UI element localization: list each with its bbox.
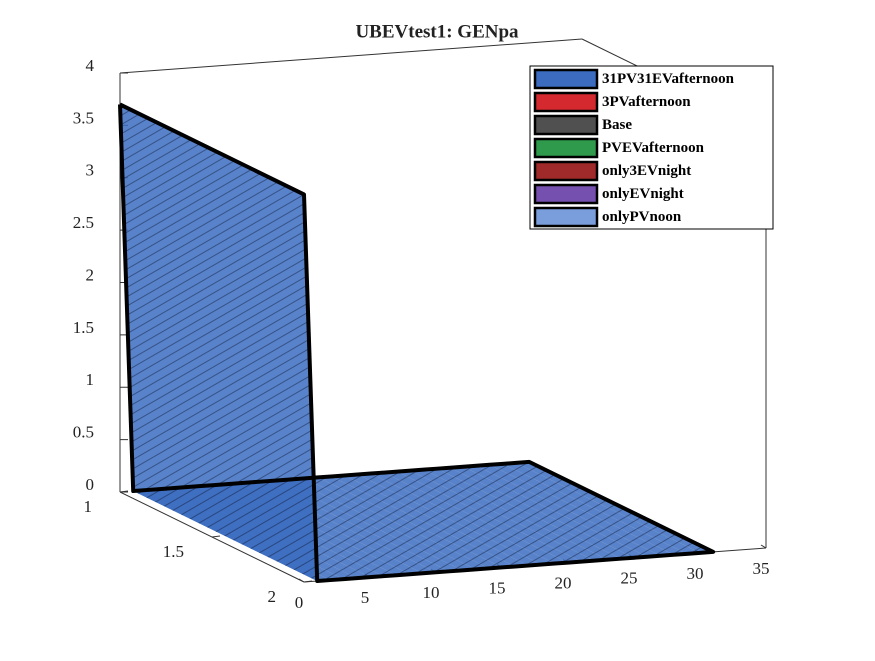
legend-label: only3EVnight xyxy=(602,163,691,179)
ribbon-hatch xyxy=(278,479,476,571)
ribbon-hatch xyxy=(225,483,423,575)
z-tick-label: 2 xyxy=(86,265,95,284)
legend-swatch xyxy=(533,114,599,136)
legend-swatch xyxy=(533,183,599,205)
z-tick-label: 1.5 xyxy=(73,318,94,337)
x-tick-label: 0 xyxy=(295,593,304,612)
ribbon-hatch xyxy=(344,474,542,566)
ribbon-hatch xyxy=(489,463,687,555)
ribbon-hatch xyxy=(159,488,357,580)
ribbon-hatch xyxy=(436,467,634,559)
legend-label: 3PVafternoon xyxy=(602,94,691,110)
depth-tick-label: 1 xyxy=(84,497,93,516)
z-tick-label: 2.5 xyxy=(73,213,94,232)
z-tick-label: 0.5 xyxy=(73,423,94,442)
legend-label: onlyEVnight xyxy=(602,186,684,202)
x-tick-label: 35 xyxy=(753,559,770,578)
chart-title: UBEVtest1: GENpa xyxy=(355,21,519,42)
ribbon-hatch xyxy=(291,478,489,570)
legend-swatch xyxy=(533,68,599,90)
ribbon-hatch xyxy=(238,482,436,574)
ribbon-hatch xyxy=(318,476,516,568)
legend-swatch xyxy=(533,91,599,113)
ribbon-hatch xyxy=(252,481,450,573)
depth-tick-label: 1.5 xyxy=(163,542,184,561)
depth-tick xyxy=(303,580,313,583)
legend-label: 31PV31EVafternoon xyxy=(602,71,735,87)
ribbon-hatch xyxy=(120,104,318,582)
ribbon-hatch xyxy=(397,470,595,562)
ribbon-hatch xyxy=(410,469,608,561)
ribbon-hatch xyxy=(212,484,410,576)
ribbon-hatch xyxy=(146,489,344,581)
ribbon-hatch xyxy=(502,462,700,554)
x-tick-label: 20 xyxy=(555,573,572,592)
ribbon-hatch xyxy=(423,468,621,560)
depth-tick xyxy=(211,535,221,538)
z-tick-label: 0 xyxy=(86,475,95,494)
legend-swatch xyxy=(533,160,599,182)
ribbon-hatch xyxy=(370,472,568,564)
legend-swatch xyxy=(533,206,599,228)
x-tick-label: 25 xyxy=(621,569,638,588)
axis-line xyxy=(119,38,583,74)
x-tick-label: 10 xyxy=(423,583,440,602)
x-tick-label: 15 xyxy=(489,578,506,597)
ribbon-hatch xyxy=(304,477,502,569)
ribbon-hatch xyxy=(476,464,674,556)
legend-label: PVEVafternoon xyxy=(602,140,705,156)
ribbon-hatch xyxy=(186,486,384,578)
legend-label: onlyPVnoon xyxy=(602,209,682,225)
z-tick-label: 4 xyxy=(86,56,95,75)
ribbon-hatch xyxy=(384,471,582,563)
ribbon-hatch xyxy=(357,473,555,565)
z-tick-label: 1 xyxy=(86,370,95,389)
ribbon-hatch xyxy=(199,485,397,577)
ribbon-hatch xyxy=(331,475,529,567)
x-tick xyxy=(760,544,767,549)
depth-tick xyxy=(119,490,129,493)
z-tick-label: 3 xyxy=(86,161,95,180)
z-tick-label: 3.5 xyxy=(73,108,94,127)
ribbon-outline xyxy=(118,102,716,584)
legend-label: Base xyxy=(602,117,632,133)
x-tick-label: 5 xyxy=(361,588,370,607)
ribbon-hatch xyxy=(450,466,648,558)
ribbon-hatch xyxy=(463,465,661,557)
legend: 31PV31EVafternoon 3PVafternoon Base PVEVaft… xyxy=(529,65,774,230)
legend-swatch xyxy=(533,137,599,159)
ribbon-hatch xyxy=(516,461,714,553)
x-tick-label: 30 xyxy=(687,564,704,583)
x-tick xyxy=(298,578,305,583)
ribbon-hatch xyxy=(133,490,331,582)
depth-tick-label: 2 xyxy=(268,587,277,606)
ribbon-hatch xyxy=(172,487,370,579)
plot-area xyxy=(118,102,716,584)
